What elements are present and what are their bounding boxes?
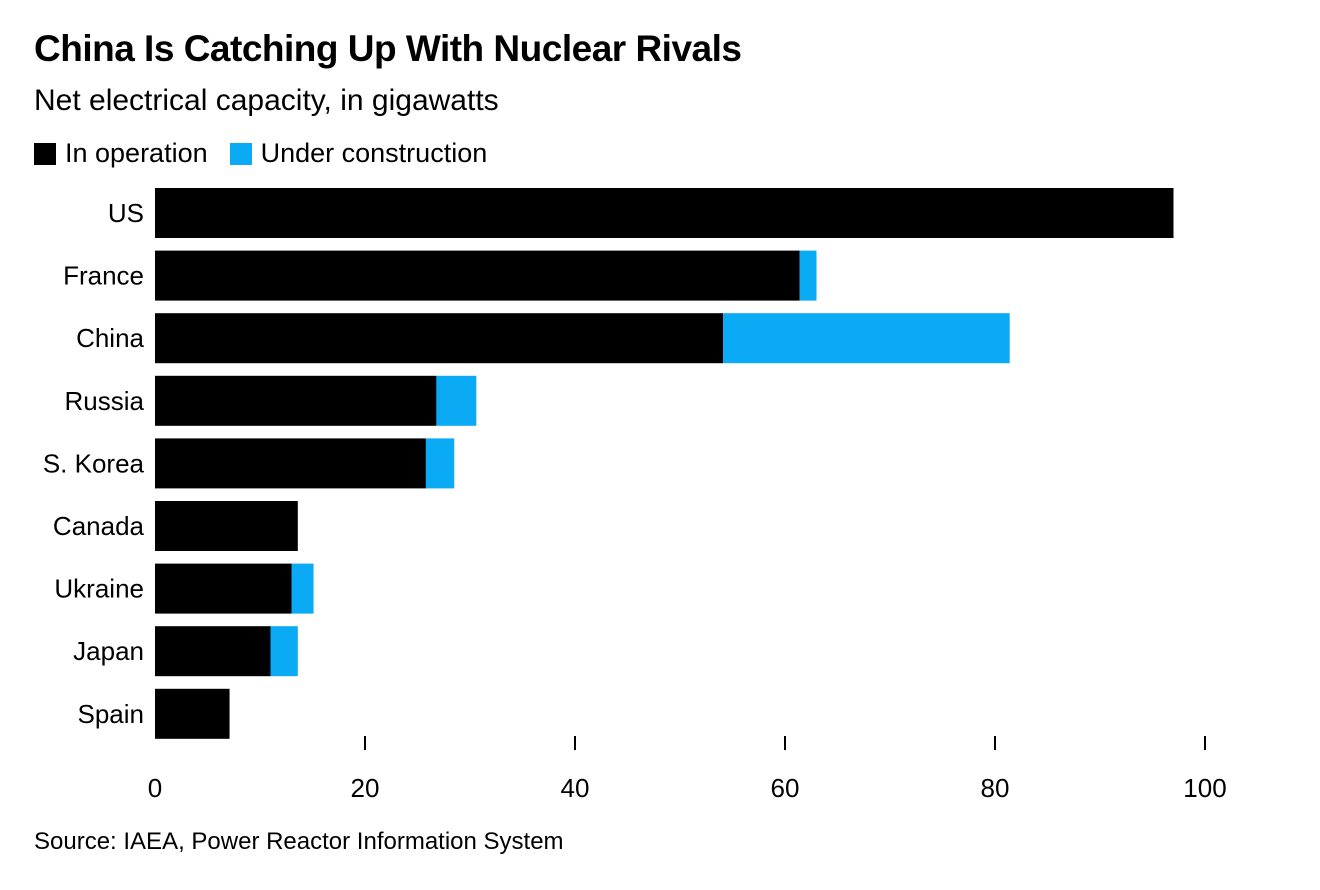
bar-construction-ukraine xyxy=(291,563,314,614)
bar-operation-china xyxy=(155,313,724,364)
bar-operation-ukraine xyxy=(155,563,292,614)
category-label-japan: Japan xyxy=(73,636,144,666)
x-tick-label-40: 40 xyxy=(561,773,590,803)
source-note: Source: IAEA, Power Reactor Information … xyxy=(34,828,564,855)
bar-construction-s-korea xyxy=(425,438,455,489)
bar-operation-s-korea xyxy=(155,438,426,489)
bar-operation-france xyxy=(155,250,800,301)
x-tick-label-100: 100 xyxy=(1183,773,1226,803)
legend-item-operation: In operation xyxy=(34,138,208,169)
bar-operation-russia xyxy=(155,375,437,426)
bar-operation-spain xyxy=(155,688,230,739)
x-tick-label-0: 0 xyxy=(148,773,162,803)
category-label-us: US xyxy=(108,198,144,228)
category-label-france: France xyxy=(63,261,144,291)
category-label-s-korea: S. Korea xyxy=(43,448,145,478)
category-label-canada: Canada xyxy=(53,511,145,541)
x-tick-label-20: 20 xyxy=(351,773,380,803)
legend-label-operation: In operation xyxy=(65,138,208,168)
bar-construction-france xyxy=(799,250,817,301)
bar-operation-japan xyxy=(155,626,271,677)
legend-swatch-operation xyxy=(34,142,56,165)
legend: In operation Under construction xyxy=(34,138,509,169)
legend-swatch-construction xyxy=(229,142,252,165)
bar-construction-japan xyxy=(270,626,298,677)
x-tick-label-80: 80 xyxy=(981,773,1010,803)
bar-construction-china xyxy=(723,313,1010,364)
chart-title: China Is Catching Up With Nuclear Rivals xyxy=(34,28,742,69)
bar-operation-us xyxy=(155,188,1174,238)
chart-subtitle: Net electrical capacity, in gigawatts xyxy=(34,84,499,117)
category-label-china: China xyxy=(76,323,144,353)
bar-operation-canada xyxy=(155,501,298,551)
category-label-ukraine: Ukraine xyxy=(54,574,144,604)
category-label-russia: Russia xyxy=(65,386,145,416)
x-tick-label-60: 60 xyxy=(771,773,800,803)
bar-construction-russia xyxy=(436,375,477,426)
category-label-spain: Spain xyxy=(78,699,145,729)
legend-item-construction: Under construction xyxy=(229,138,488,169)
legend-label-construction: Under construction xyxy=(260,138,488,168)
